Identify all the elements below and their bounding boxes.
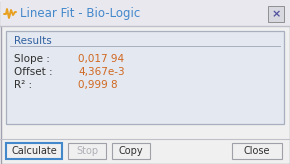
Bar [1,0,289,26]
Text: Stop: Stop [76,146,98,156]
Text: Offset :: Offset : [14,67,52,77]
Text: 4,367e-3: 4,367e-3 [78,67,125,77]
Text: Linear Fit - Bio-Logic: Linear Fit - Bio-Logic [20,7,140,20]
Text: Close: Close [244,146,270,156]
Bar [6,143,62,159]
Bar [268,6,284,22]
Text: 0,999 8: 0,999 8 [78,80,118,90]
Bar [6,31,284,124]
Text: Calculate: Calculate [11,146,57,156]
Text: 0,017 94: 0,017 94 [78,54,124,64]
Bar [68,143,106,159]
Text: Copy: Copy [119,146,143,156]
Text: ×: × [271,9,281,19]
Bar [112,143,150,159]
Bar [232,143,282,159]
Text: Results: Results [14,36,52,46]
Text: R² :: R² : [14,80,32,90]
Text: Slope :: Slope : [14,54,50,64]
